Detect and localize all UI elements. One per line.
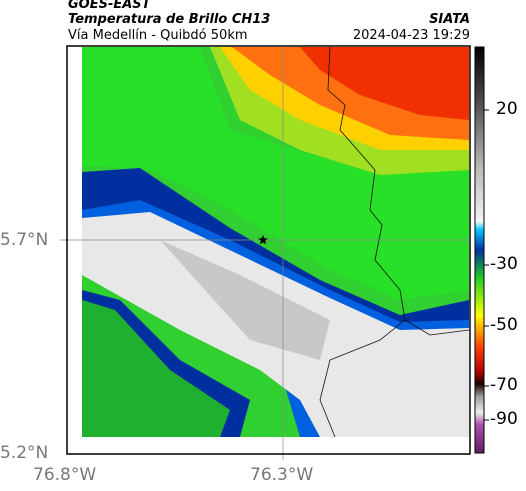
lat-label: 5.2°N	[0, 443, 49, 463]
colorbar-ticks	[484, 109, 489, 421]
agency: SIATA	[429, 12, 470, 27]
lat-label: 5.7°N	[0, 230, 49, 250]
colorbar-label: 20	[496, 99, 518, 119]
colorbar-label: -50	[490, 315, 518, 335]
route: Vía Medellín - Quibdó 50km	[68, 28, 248, 43]
colorbar-label: -70	[490, 375, 518, 395]
colorbar-label: -30	[490, 254, 518, 274]
satellite-image	[82, 47, 469, 437]
map-frame	[66, 45, 471, 455]
title: Temperatura de Brillo CH13	[68, 12, 271, 27]
timestamp: 2024-04-23 19:29	[352, 28, 470, 43]
lon-label: 76.3°W	[250, 465, 314, 485]
location-marker	[258, 235, 268, 245]
lon-label: 76.8°W	[33, 465, 97, 485]
colorbar	[474, 46, 485, 454]
colorbar-label: -90	[490, 409, 518, 429]
source: GOES-EAST	[68, 0, 151, 12]
